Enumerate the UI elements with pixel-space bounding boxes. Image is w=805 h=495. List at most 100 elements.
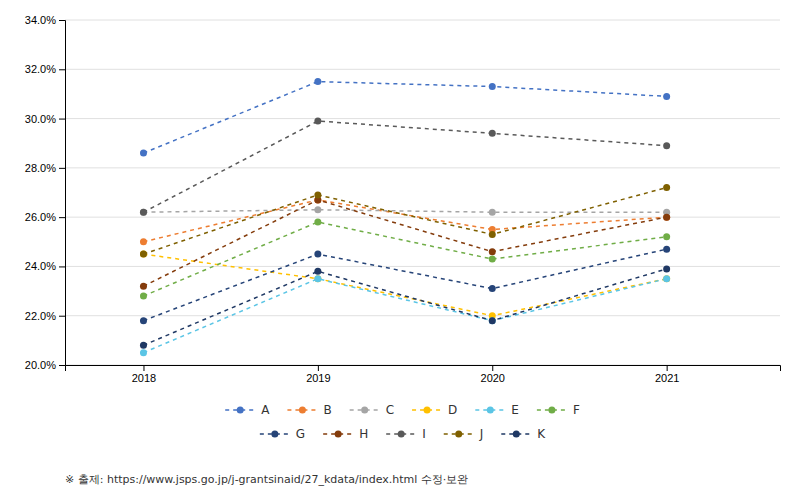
legend-label: I xyxy=(422,427,426,441)
legend-item: G xyxy=(260,427,305,441)
legend-row: ABCDEF xyxy=(225,403,580,417)
legend-item: F xyxy=(537,403,580,417)
series-point xyxy=(314,206,321,213)
x-axis: 2018 2019 2020 2021 xyxy=(66,365,781,384)
legend-item: C xyxy=(350,403,394,417)
legend-item: H xyxy=(323,427,368,441)
series-line xyxy=(143,279,666,353)
x-tick-mark xyxy=(143,365,144,371)
grid-line xyxy=(65,118,780,119)
legend-swatch-marker xyxy=(513,431,520,438)
x-tick-mark xyxy=(492,365,493,371)
series-point xyxy=(489,317,496,324)
legend-item: K xyxy=(501,427,546,441)
series-point xyxy=(140,209,147,216)
legend-swatch-marker xyxy=(487,407,494,414)
legend-swatch-marker xyxy=(271,431,278,438)
legend-label: G xyxy=(296,427,305,441)
y-tick: 20.0% xyxy=(25,359,65,371)
series-line xyxy=(143,269,666,345)
y-axis: 20.0% 22.0% 24.0% 26.0% 28.0% 30.0% 32.0% 34.0% xyxy=(25,14,66,371)
series-point xyxy=(314,251,321,258)
series-layer xyxy=(140,78,670,356)
series xyxy=(140,78,670,156)
y-tick-label: 34.0% xyxy=(25,14,56,26)
series-point xyxy=(140,293,147,300)
legend: ABCDEFGHIJK xyxy=(225,403,580,441)
series-point xyxy=(314,268,321,275)
series-line xyxy=(143,200,666,242)
legend-swatch-marker xyxy=(455,431,462,438)
x-tick: 2021 xyxy=(655,365,679,384)
legend-swatch-marker xyxy=(398,431,405,438)
y-tick-mark xyxy=(59,266,65,267)
grid xyxy=(65,20,780,365)
y-tick: 24.0% xyxy=(25,260,65,272)
series-point xyxy=(663,93,670,100)
series-line xyxy=(143,82,666,153)
x-tick-label: 2020 xyxy=(481,372,505,384)
legend-item: I xyxy=(386,427,426,441)
x-tick-label: 2018 xyxy=(132,372,156,384)
y-tick-label: 20.0% xyxy=(25,359,56,371)
chart: 20.0% 22.0% 24.0% 26.0% 28.0% 30.0% 32.0% 34.0%… xyxy=(0,0,805,495)
y-tick-label: 28.0% xyxy=(25,162,56,174)
legend-swatch-marker xyxy=(237,407,244,414)
series-line xyxy=(143,200,666,286)
series-point xyxy=(663,246,670,253)
series-line xyxy=(143,249,666,320)
y-axis-line xyxy=(59,21,66,366)
legend-item: J xyxy=(444,427,484,441)
series-point xyxy=(489,130,496,137)
series-point xyxy=(489,285,496,292)
series-point xyxy=(314,275,321,282)
y-tick-mark xyxy=(59,316,65,317)
y-tick-mark xyxy=(59,119,65,120)
x-tick: 2019 xyxy=(306,365,330,384)
series-point xyxy=(140,150,147,157)
grid-line xyxy=(65,315,780,316)
series xyxy=(140,118,670,216)
legend-swatch-marker xyxy=(335,431,342,438)
y-tick: 22.0% xyxy=(25,310,65,322)
series-point xyxy=(663,233,670,240)
series xyxy=(140,251,670,320)
series-point xyxy=(663,184,670,191)
series xyxy=(140,184,670,258)
y-tick-mark xyxy=(59,168,65,169)
y-tick: 30.0% xyxy=(25,113,65,125)
series-point xyxy=(663,275,670,282)
series-point xyxy=(140,209,147,216)
series-point xyxy=(663,275,670,282)
legend-swatch-marker xyxy=(548,407,555,414)
series-point xyxy=(314,275,321,282)
y-tick-label: 26.0% xyxy=(25,211,56,223)
y-tick: 32.0% xyxy=(25,63,65,75)
footnote: ※ 출제: https://www.jsps.go.jp/j-grantsina… xyxy=(65,473,468,486)
legend-label: A xyxy=(261,403,270,417)
series-point xyxy=(489,209,496,216)
series-point xyxy=(663,214,670,221)
legend-swatch-marker xyxy=(361,407,368,414)
series-point xyxy=(489,317,496,324)
series-point xyxy=(314,118,321,125)
y-tick: 28.0% xyxy=(25,162,65,174)
y-tick-mark xyxy=(59,20,65,21)
series-line xyxy=(143,254,666,316)
legend-label: E xyxy=(511,403,519,417)
legend-label: H xyxy=(359,427,368,441)
y-tick-mark xyxy=(59,365,65,366)
x-tick: 2020 xyxy=(481,365,505,384)
x-tick-label: 2021 xyxy=(655,372,679,384)
legend-row: G H I J K xyxy=(260,427,546,441)
series-point xyxy=(140,349,147,356)
series-point xyxy=(140,342,147,349)
series xyxy=(140,219,670,300)
legend-label: D xyxy=(448,403,457,417)
series-point xyxy=(314,78,321,85)
grid-line xyxy=(65,167,780,168)
series-line xyxy=(143,210,666,212)
grid-line xyxy=(65,217,780,218)
legend-label: J xyxy=(479,427,484,441)
x-tick-mark xyxy=(318,365,319,371)
